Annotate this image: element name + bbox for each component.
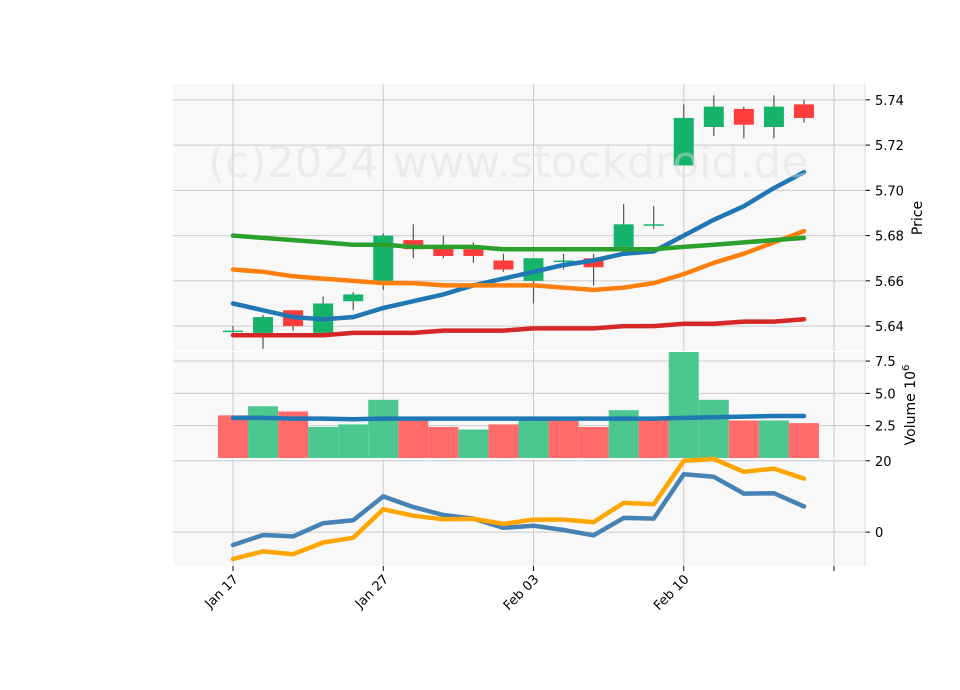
price-y-tick-label: 5.68 [875,230,904,245]
volume-bar [218,415,248,458]
watermark-text: (c)2024 www.stockdroid.de [208,137,808,188]
oscillator-osc-a-line [230,472,807,548]
candle-body-down [433,246,454,256]
candle-body-up [343,294,364,302]
candle-body-up [673,117,694,166]
price-y-tick-label: 5.72 [875,139,904,154]
oscillator-panel-background [173,459,865,566]
candle-body-up [643,224,664,226]
volume-bar [308,426,339,458]
candle-body-up [763,106,784,127]
candle [343,292,364,311]
candle-body-up [373,235,394,281]
volume-y-tick-label: 2.5 [875,420,896,435]
volume-bar [728,420,759,458]
volume-y-tick-label: 7.5 [875,355,896,370]
candle-body-up [553,260,574,262]
candle [643,206,664,229]
candle [493,253,514,272]
volume-bar [638,420,669,458]
candle-body-down [793,104,814,118]
volume-bar [668,352,699,458]
volume-bar [578,426,609,458]
volume-bar [458,429,489,458]
candle [673,104,694,166]
candle-body-up [253,317,274,333]
candle [763,95,784,139]
volume-bar [398,420,429,458]
price-ma-slow-line [230,233,807,252]
price-axis-label: Price [910,201,926,235]
candle [793,99,814,123]
candle-body-down [733,108,754,125]
volume-bar [368,399,399,458]
volume-axis-label: Volume 106 [901,365,919,446]
candle-body-up [703,106,724,127]
oscillator-y-tick-label: 0 [875,526,883,541]
volume-average-line [230,413,807,422]
volume-bar [788,423,819,458]
price-y-tick-label: 5.64 [875,320,904,335]
volume-bar [488,424,519,458]
candle [703,95,724,137]
x-tick-label: Jan 27 [352,572,392,612]
candle-body-down [493,260,514,270]
candle [253,314,274,349]
candle [733,106,754,139]
x-tick-label: Jan 17 [202,572,242,612]
volume-bar [518,420,549,458]
price-ma-mid-line [230,228,807,293]
volume-bar [758,420,789,458]
volume-bar [338,424,369,458]
candle-body-up [613,224,634,247]
candle-body-up [223,330,243,333]
price-panel-background [173,84,865,351]
price-ma-long-line [230,317,807,338]
candle-body-down [463,249,484,256]
volume-bar [428,426,459,458]
price-y-tick-label: 5.74 [875,94,904,109]
candle [613,203,634,250]
oscillator-osc-b-line [230,456,807,562]
oscillator-y-tick-label: 20 [875,455,892,470]
x-tick-label: Feb 10 [651,572,693,614]
volume-y-tick-label: 5.0 [875,387,896,402]
price-ma-fast-line [230,169,807,322]
candle [223,326,243,333]
price-y-tick-label: 5.70 [875,184,904,199]
price-y-tick-label: 5.66 [875,275,904,290]
volume-bar [548,420,579,458]
volume-bar [698,399,729,458]
x-tick-label: Feb 03 [501,572,543,614]
volume-bar [248,406,279,458]
